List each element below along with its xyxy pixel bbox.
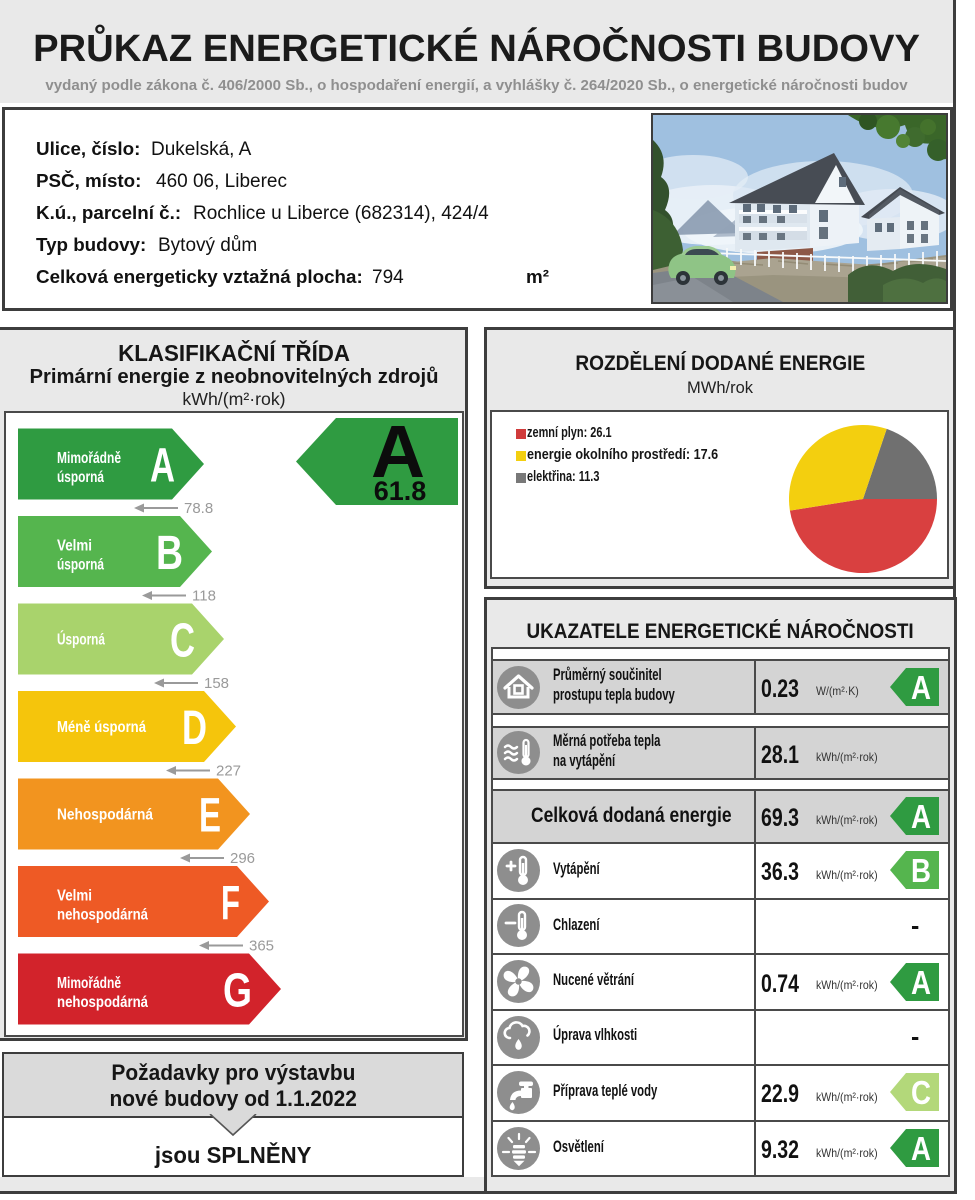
svg-text:Velmi: Velmi (57, 888, 92, 905)
svg-text:Mimořádně: Mimořádně (57, 975, 121, 992)
svg-text:G: G (223, 965, 252, 1018)
svg-text:úsporná: úsporná (57, 557, 104, 574)
svg-text:nehospodárná: nehospodárná (57, 907, 148, 924)
svg-text:C: C (911, 1075, 931, 1112)
svg-text:365: 365 (249, 938, 274, 955)
svg-text:296: 296 (230, 850, 255, 867)
svg-text:Úsporná: Úsporná (57, 630, 105, 649)
svg-text:A: A (911, 1131, 931, 1168)
svg-text:A: A (911, 670, 931, 707)
svg-text:118: 118 (192, 588, 216, 605)
svg-text:Mimořádně: Mimořádně (57, 450, 121, 467)
svg-text:Méně úsporná: Méně úsporná (57, 719, 146, 736)
svg-text:A: A (911, 965, 931, 1002)
svg-text:78.8: 78.8 (184, 500, 213, 517)
svg-text:C: C (170, 615, 195, 668)
svg-text:A: A (371, 416, 425, 493)
svg-text:61.8: 61.8 (374, 476, 427, 506)
svg-text:A: A (150, 440, 175, 493)
svg-text:B: B (156, 527, 183, 580)
svg-text:E: E (199, 790, 221, 843)
svg-text:Velmi: Velmi (57, 538, 92, 555)
svg-text:nehospodárná: nehospodárná (57, 994, 148, 1011)
svg-text:227: 227 (216, 763, 241, 780)
svg-text:Nehospodárná: Nehospodárná (57, 807, 153, 824)
svg-text:B: B (911, 853, 931, 890)
svg-text:D: D (182, 702, 207, 755)
svg-text:F: F (221, 877, 240, 930)
svg-text:158: 158 (204, 675, 229, 692)
svg-text:úsporná: úsporná (57, 469, 104, 486)
svg-text:A: A (911, 799, 931, 836)
